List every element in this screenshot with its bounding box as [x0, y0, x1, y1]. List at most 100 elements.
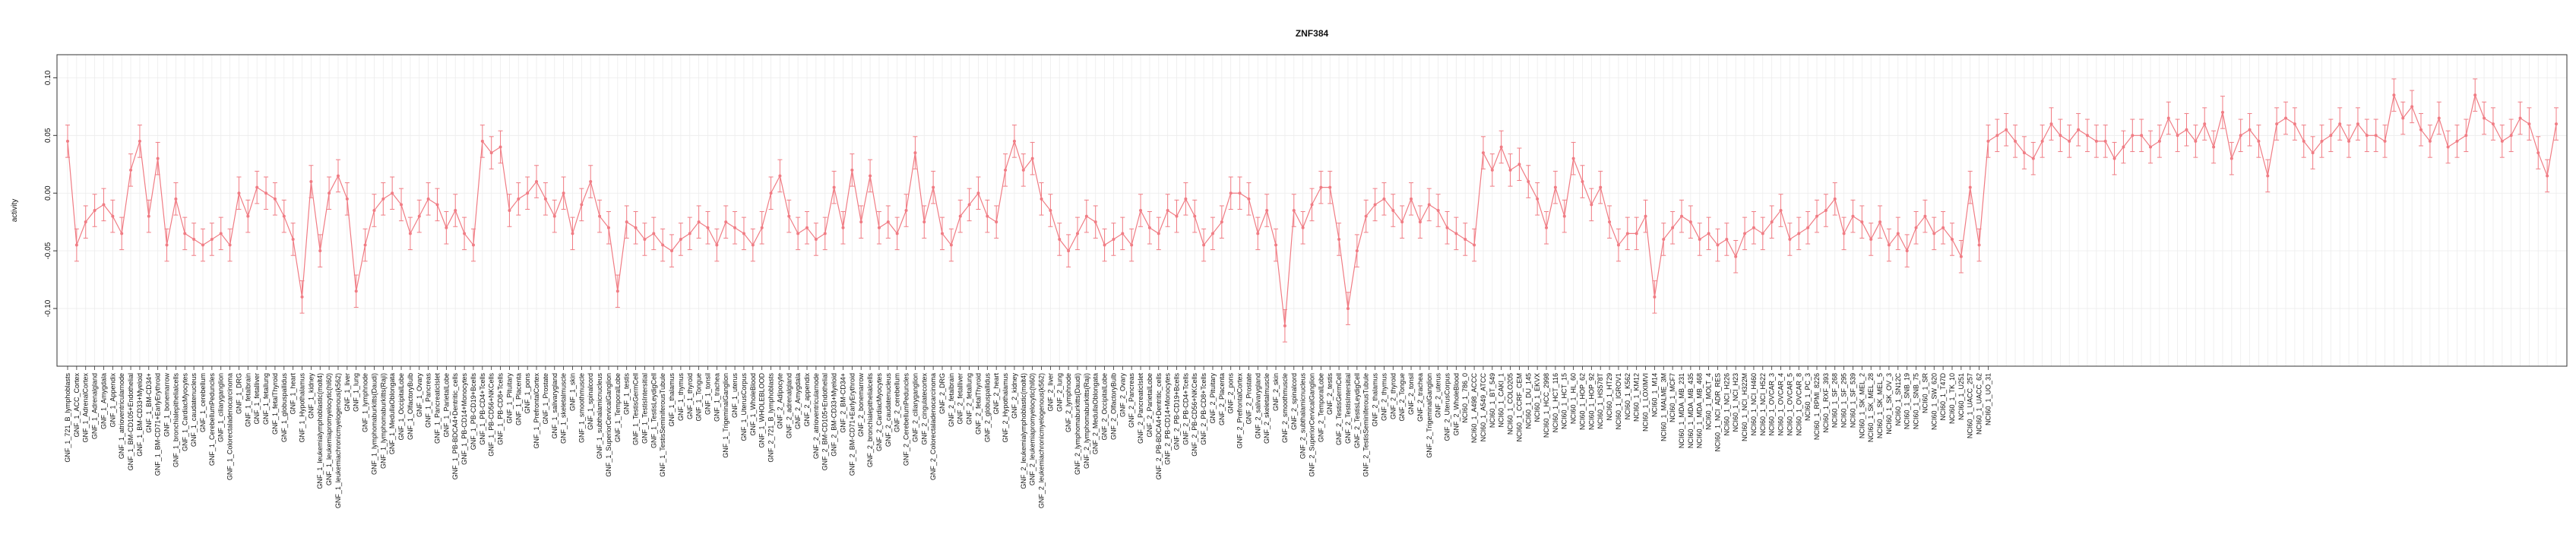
data-point	[1499, 145, 1503, 149]
data-point	[228, 243, 232, 247]
data-point	[1030, 157, 1034, 160]
x-tick-label: NCI60_1_COLO205	[1507, 373, 1514, 435]
x-tick-label: GNF_2_subthalamicnucleus	[1299, 373, 1307, 460]
x-tick-label: GNF_1_uterus	[731, 373, 739, 419]
x-tick-label: GNF_1_bonemarrow	[163, 373, 171, 438]
x-tick-label: GNF_2_Hypothalamus	[1002, 373, 1009, 443]
x-tick-label: NCI60_1_MDA_MB_468	[1696, 373, 1704, 448]
x-tick-label: NCI60_1_K562	[1624, 373, 1631, 420]
data-point	[2085, 134, 2089, 138]
x-tick-label: GNF_1_fetalbrain	[244, 373, 252, 427]
x-tick-label: NCI60_1_SK_MEL_2	[1858, 373, 1866, 438]
x-tick-label: GNF_2_pons	[1227, 373, 1235, 414]
x-tick-label: GNF_1_leukemialymphoblastic(molt4)	[316, 373, 324, 489]
x-tick-label: GNF_1_leukemiapromyelocytic(hl60)	[325, 373, 333, 485]
data-point	[967, 203, 971, 207]
data-point	[426, 197, 430, 201]
x-tick-label: GNF_2_PB-CD4+Tcells	[1182, 373, 1189, 445]
data-point	[372, 209, 376, 212]
x-tick-label: NCI60_1_SK_MEL_5	[1876, 373, 1884, 438]
data-point	[2149, 145, 2153, 149]
x-tick-label: NCI60_1_HOP_92	[1587, 373, 1595, 430]
data-point	[1410, 197, 1413, 201]
data-point	[381, 197, 385, 201]
x-tick-label: GNF_2_leukemialymphoblastic(molt4)	[1020, 373, 1027, 489]
data-point	[1346, 307, 1350, 311]
x-tick-label: GNF_2_SuperiorCervicalGanglion	[1309, 373, 1316, 477]
data-point	[1075, 232, 1079, 236]
data-point	[1553, 185, 1557, 189]
data-point	[2068, 139, 2071, 143]
data-point	[697, 220, 701, 224]
data-point	[1210, 232, 1214, 236]
x-tick-label: NCI60_1_SF_268	[1831, 373, 1839, 428]
x-tick-label: GNF_1_testis	[623, 373, 631, 416]
x-tick-label: NCI60_1_SR	[1921, 373, 1929, 414]
x-tick-label: GNF_1_WholeBlood	[749, 373, 757, 436]
data-point	[1058, 237, 1062, 241]
data-point	[1103, 243, 1106, 247]
x-tick-label: NCI60_1_HOP_62	[1578, 373, 1586, 430]
x-tick-label: GNF_2_Adipocyte	[776, 373, 783, 429]
x-tick-label: NCI60_1_SW_620	[1930, 373, 1938, 430]
x-tick-label: NCI60_1_NCI_H460	[1750, 373, 1758, 436]
data-point	[1734, 255, 1738, 258]
data-point	[1464, 237, 1467, 241]
data-point	[84, 220, 87, 224]
x-tick-label: GNF_1_TemporalLobe	[614, 373, 622, 442]
x-tick-label: NCI60_1_NCI_H23	[1732, 373, 1739, 432]
x-tick-label: NCI60_1_CAKI_1	[1498, 373, 1505, 428]
x-tick-label: GNF_2_UterusCorpus	[1443, 373, 1451, 441]
x-tick-label: GNF_1_TrigeminalGanglion	[722, 373, 729, 458]
data-point	[652, 232, 656, 236]
data-point	[1590, 203, 1593, 207]
x-tick-label: NCI60_1_SNB_75	[1913, 373, 1920, 429]
data-point	[2527, 122, 2531, 126]
data-point	[1896, 232, 1900, 236]
data-point	[2275, 122, 2279, 126]
x-tick-label: GNF_1_Colorectaladenocarcinoma	[226, 373, 234, 480]
data-point	[2464, 134, 2468, 138]
x-tick-label: GNF_1_BM-CD33+Myeloid	[136, 373, 144, 457]
data-point	[2383, 139, 2387, 143]
x-tick-label: GNF_1_Hypothalamus	[299, 373, 306, 443]
x-tick-label: GNF_1_pons	[524, 373, 531, 414]
x-tick-label: NCI60_1_MALME_3M	[1660, 373, 1667, 441]
data-point	[2094, 139, 2098, 143]
data-point	[1995, 134, 1999, 138]
data-point	[1824, 209, 1828, 212]
x-tick-label: GNF_1_TestisSeminiferousTubule	[659, 373, 666, 477]
data-point	[1247, 197, 1251, 201]
x-tick-label: GNF_2_TemporalLobe	[1317, 373, 1324, 442]
data-point	[976, 191, 980, 195]
data-point	[1905, 249, 1909, 253]
x-tick-label: GNF_1_lymphomaburkitts(Raji)	[379, 373, 387, 469]
x-tick-label: GNF_1_liver	[343, 373, 351, 412]
x-tick-label: NCI60_1_SNB_19	[1904, 373, 1911, 429]
x-tick-label: NCI60_1_HT29	[1606, 373, 1613, 421]
data-point	[336, 174, 340, 178]
x-tick-label: GNF_1_AdrenalCortex	[82, 373, 90, 443]
data-point	[2302, 139, 2305, 143]
data-point	[255, 185, 259, 189]
data-point	[1382, 197, 1386, 201]
data-point	[1436, 209, 1440, 212]
x-tick-label: GNF_2_Tongue	[1398, 373, 1406, 422]
x-tick-label: NCI60_1_MDA_MB_231	[1678, 373, 1685, 448]
x-tick-label: NCI60_1_M14	[1650, 373, 1658, 417]
x-tick-label: GNF_2_uterus	[1435, 373, 1442, 419]
x-tick-label: GNF_1_TestisIntersitial	[641, 373, 648, 444]
x-tick-label: GNF_1_BM-CD71+EarlyErythroid	[154, 373, 162, 476]
data-point	[417, 214, 421, 218]
x-tick-label: NCI60_1_PC_3	[1804, 373, 1812, 421]
x-tick-label: NCI60_1_SN12C	[1894, 373, 1902, 426]
data-point	[796, 232, 800, 236]
x-tick-label: GNF_1_ACC_Cortex	[73, 373, 81, 438]
x-tick-label: GNF_2_kidney	[1011, 373, 1018, 419]
x-tick-label: GNF_2_liver	[1046, 373, 1054, 412]
x-tick-label: GNF_1_OlfactoryBulb	[407, 373, 414, 440]
data-point	[1635, 232, 1638, 236]
data-point	[1527, 180, 1530, 184]
data-point	[814, 237, 818, 241]
x-tick-label: GNF_1_smoothmuscle	[578, 373, 585, 443]
